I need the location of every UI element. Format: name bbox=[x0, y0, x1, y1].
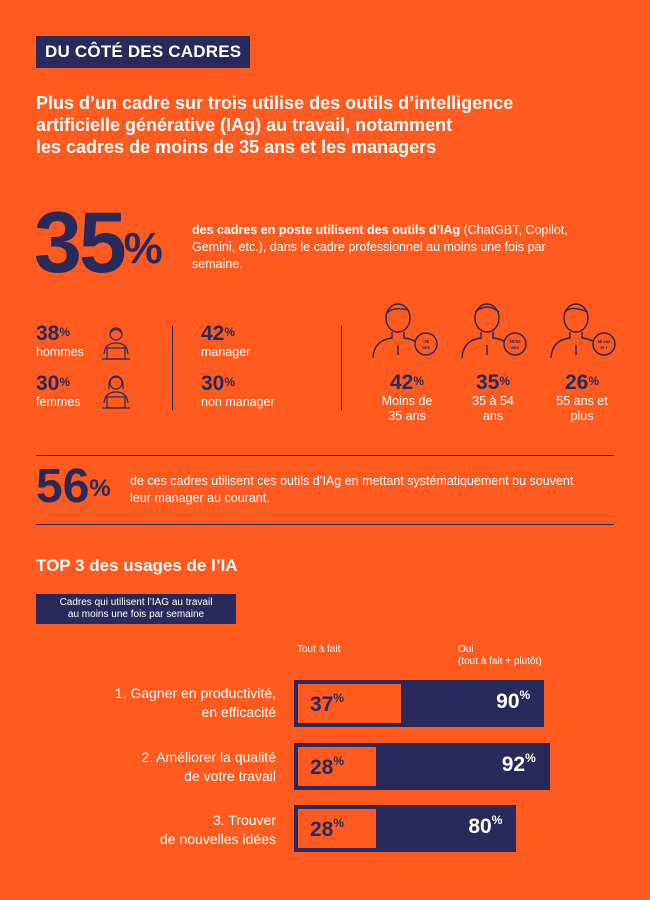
intro-text-bold: des cadres en poste utilisent des outils… bbox=[192, 223, 461, 237]
headline-line: artificielle générative (IAg) au travail… bbox=[36, 115, 453, 135]
svg-text:ans: ans bbox=[511, 345, 519, 350]
manager-info-value: 56% bbox=[36, 460, 111, 513]
gender-label: femmes bbox=[36, 395, 81, 409]
usage-row-label: 3. Trouver de nouvelles idées bbox=[160, 812, 276, 847]
usage-bar-tout-a-fait: 28% bbox=[298, 747, 376, 786]
usage-bar-oui: 28% 92% bbox=[294, 743, 550, 790]
usages-title: TOP 3 des usages de l’IA bbox=[36, 556, 238, 575]
gender-label: hommes bbox=[36, 345, 84, 359]
role-stat-manager: 42% manager bbox=[201, 322, 251, 360]
divider bbox=[36, 455, 614, 456]
usage-row-label: 1. Gagner en productivité, en efficacité bbox=[114, 685, 276, 720]
column-header-oui: Oui (tout à fait + plutôt) bbox=[458, 644, 542, 667]
headline: Plus d’un cadre sur trois utilise des ou… bbox=[36, 92, 596, 158]
age-stat-55-plus: 26% 55 ans et plus bbox=[556, 371, 608, 424]
role-label: non manager bbox=[201, 395, 275, 409]
usage-row-label: 2. Améliorer la qualité de votre travail bbox=[141, 749, 276, 784]
usage-value-oui: 90% bbox=[496, 688, 531, 713]
woman-at-laptop-icon bbox=[102, 375, 130, 409]
usage-value-oui: 92% bbox=[501, 751, 536, 776]
headline-line: les cadres de moins de 35 ans et les man… bbox=[36, 137, 437, 157]
divider bbox=[172, 326, 173, 410]
role-label: manager bbox=[201, 345, 251, 359]
usage-bar-oui: 37% 90% bbox=[294, 680, 545, 727]
usages-subtitle: Cadres qui utilisent l’IAG au travail au… bbox=[36, 594, 236, 624]
person-age-35-54-icon: 35/54 ans bbox=[461, 303, 527, 359]
man-at-laptop-icon bbox=[102, 327, 130, 360]
usage-value-tout-a-fait: 28% bbox=[310, 754, 345, 779]
age-stat-35-54: 35% 35 à 54 ans bbox=[472, 371, 514, 424]
person-age-55-plus-icon: 55 ans et + bbox=[550, 303, 616, 359]
person-age-under-35-icon: -35 ans bbox=[372, 303, 438, 359]
svg-text:et +: et + bbox=[600, 345, 608, 350]
usage-bar-tout-a-fait: 28% bbox=[298, 809, 376, 848]
age-stat-under-35: 42% Moins de 35 ans bbox=[381, 371, 433, 424]
svg-text:-35: -35 bbox=[423, 339, 430, 344]
section-tag: DU CÔTÉ DES CADRES bbox=[36, 36, 251, 68]
gender-stat-women: 30% femmes bbox=[36, 372, 81, 410]
svg-text:35/54: 35/54 bbox=[509, 339, 521, 344]
column-header-tout-a-fait: Tout à fait bbox=[297, 644, 341, 655]
headline-line: Plus d’un cadre sur trois utilise des ou… bbox=[36, 93, 514, 113]
divider bbox=[341, 326, 342, 410]
role-stat-non-manager: 30% non manager bbox=[201, 372, 275, 410]
svg-text:55 ans: 55 ans bbox=[597, 339, 611, 344]
usage-bar-oui: 28% 80% bbox=[294, 805, 517, 852]
intro-value: 35% bbox=[34, 195, 163, 291]
divider bbox=[36, 524, 614, 525]
manager-info-text: de ces cadres utilisent ces outils d’IAg… bbox=[130, 474, 574, 505]
intro-text: des cadres en poste utilisent des outils… bbox=[192, 222, 592, 273]
usage-bar-tout-a-fait: 37% bbox=[298, 684, 401, 723]
gender-stat-men: 38% hommes bbox=[36, 322, 84, 360]
intro-text-rest: (ChatGBT, Copilot, Gemini, etc.), dans l… bbox=[192, 223, 568, 271]
usage-value-tout-a-fait: 37% bbox=[310, 691, 345, 716]
usage-value-tout-a-fait: 28% bbox=[310, 816, 345, 841]
usage-value-oui: 80% bbox=[468, 813, 503, 838]
svg-text:ans: ans bbox=[422, 345, 430, 350]
